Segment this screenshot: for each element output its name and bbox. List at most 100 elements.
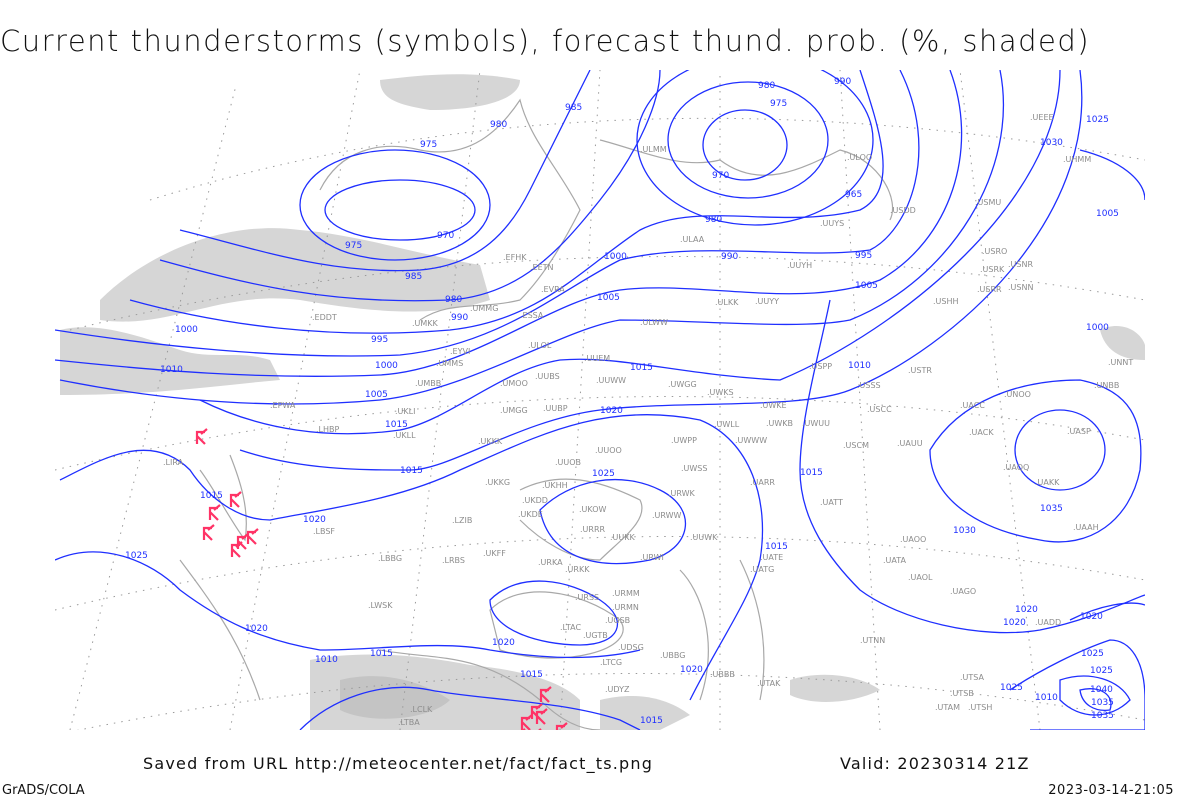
station-label: .UUYY [755,297,779,306]
station-label: .UKKK [478,437,503,446]
thunderstorm-symbol-icon [230,541,243,558]
station-label: .URMM [612,589,640,598]
station-label: .URKK [565,565,590,574]
software-credit: GrADS/COLA [2,783,85,798]
isobar-label: 1005 [365,390,388,400]
station-label: .USRO [982,247,1007,256]
station-label: .URWI [640,553,664,562]
station-label: .ULOO [847,153,872,162]
isobar-label: 990 [834,77,851,87]
station-label: .UUWK [690,533,718,542]
station-label: .UAGO [950,587,976,596]
isobar-label: 995 [855,251,872,261]
isobar-label: 970 [437,231,454,241]
station-label: .UACC [960,401,985,410]
station-label: .URRR [580,525,606,534]
isobar-label: 1015 [640,716,663,726]
station-label: .LWSK [368,601,393,610]
station-label: .UADD [1035,618,1061,627]
station-label: .UDSG [618,643,644,652]
isobar-label: 1010 [160,365,183,375]
station-label: .UWWW [735,436,767,445]
station-label: .UUOB [555,458,581,467]
isobar-label: 1015 [765,542,788,552]
station-label: .UAAH [1073,523,1099,532]
thunderstorm-symbol-icon [555,722,568,730]
thunderstorm-symbol-icon [195,428,208,445]
station-label: .UNBB [1094,381,1119,390]
station-label: .UEEE [1030,113,1054,122]
isobar-label: 985 [565,103,582,113]
station-label: .URMN [612,603,639,612]
station-label: .EFHK [503,253,527,262]
station-label: .UWUU [802,419,830,428]
thunderstorm-symbol-icon [539,686,552,703]
station-label: .LBSF [313,527,335,536]
isobar-label: 1005 [1096,209,1119,219]
station-label: .UASP [1067,427,1091,436]
station-label: .UBBB [710,670,735,679]
thunderstorm-symbols [195,428,568,730]
isobar-label: 980 [758,81,775,91]
coastlines [179,98,894,730]
station-label: .ULOL [528,341,552,350]
isobar-label: 1000 [1086,323,1109,333]
station-label: .EETN [530,263,554,272]
station-label: .UMOO [500,379,528,388]
station-label: .USNN [1008,283,1033,292]
station-label: .UMBB [415,379,441,388]
isobar-labels: 980 990 985 975 980 970 975 970 980 965 990 995 975 9… [125,77,1119,726]
station-label: .UTSB [950,689,974,698]
thunderstorm-symbol-icon [535,708,548,725]
station-label: .URKA [538,558,563,567]
station-label: .UATT [820,498,843,507]
thunderstorm-symbol-icon [520,714,533,730]
station-label: .UWSS [681,464,707,473]
isobar-label: 1015 [630,363,653,373]
station-label: .UMMG [470,304,498,313]
station-label: .UKDE [518,510,543,519]
isobar-label: 1030 [953,526,976,536]
isobar-label: 1020 [680,665,703,675]
isobar-label: 1020 [600,406,623,416]
station-label: .USTR [908,366,932,375]
isobar-label: 1025 [125,551,148,561]
station-label: .USDD [890,206,916,215]
station-label: .LCLK [410,705,433,714]
generated-timestamp: 2023-03-14-21:05 [1048,783,1174,798]
station-label: .UTAM [935,703,960,712]
station-label: .UKLL [393,431,416,440]
station-label: .ULKK [715,298,739,307]
isobar-label: 1040 [1090,685,1113,695]
station-label: .UATA [883,556,907,565]
map-title: Current thunderstorms (symbols), forecas… [0,24,1091,58]
thunderstorm-symbol-icon [236,533,249,550]
isobar-label: 1010 [848,361,871,371]
station-label: .UAOO [900,535,926,544]
isobar-label: 1015 [400,466,423,476]
isobar-label: 1015 [385,420,408,430]
station-label: .ESSA [520,311,544,320]
station-label: .UAUU [897,439,923,448]
isobar-label: 980 [705,215,722,225]
station-label: .ULMM [640,145,667,154]
isobar-label: 1030 [1040,138,1063,148]
station-label: .UGSB [605,616,630,625]
station-label: .UNNT [1108,358,1133,367]
station-label: .ULWW [640,318,668,327]
isobar-label: 1005 [597,293,620,303]
station-label: .LIRA [163,458,184,467]
station-label: .UBBG [660,651,685,660]
station-label: .EPWA [270,401,296,410]
station-label: .UUEM [584,354,610,363]
station-label: .UWPP [671,436,697,445]
station-label: .URWW [652,511,682,520]
graticule [55,70,1145,730]
thunderstorm-symbol-icon [202,524,215,541]
station-label: .EVRA [541,285,565,294]
isobar-label: 1020 [303,515,326,525]
station-label: .UUBP [543,404,568,413]
station-label: .USRK [980,265,1005,274]
isobar-label: 990 [451,313,468,323]
